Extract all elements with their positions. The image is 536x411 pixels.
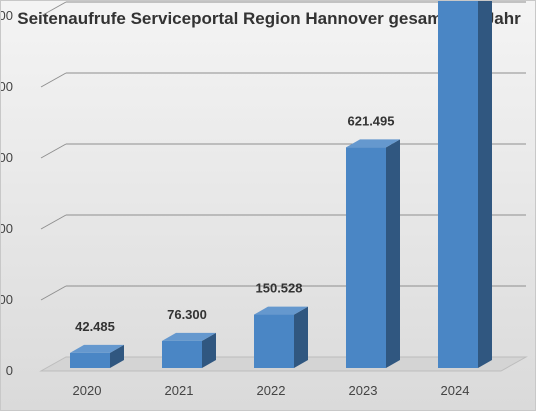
bar-top xyxy=(70,344,124,353)
y-tick-label: 1.000.000 xyxy=(1,8,13,23)
data-label: 76.300 xyxy=(167,307,207,322)
bar xyxy=(70,352,110,368)
bar-side xyxy=(478,1,492,368)
y-tick-label: 600.000 xyxy=(1,150,13,165)
data-label: 150.528 xyxy=(256,281,303,296)
y-tick-label: 200.000 xyxy=(1,292,13,307)
bar xyxy=(346,147,386,368)
bar-side xyxy=(386,139,400,368)
gridline-side xyxy=(40,143,67,159)
bar-top xyxy=(346,139,400,148)
x-tick-label: 2021 xyxy=(165,383,194,398)
x-tick-label: 2022 xyxy=(257,383,286,398)
bar-side xyxy=(110,344,124,368)
bar xyxy=(438,1,478,369)
data-label: 621.495 xyxy=(348,113,395,128)
y-tick-label: 400.000 xyxy=(1,221,13,236)
gridline-side xyxy=(40,1,67,17)
data-label: 42.485 xyxy=(75,319,115,334)
bar-side xyxy=(294,306,308,368)
y-tick-label: 0 xyxy=(6,363,13,378)
chart-title: Seitenaufrufe Serviceportal Region Hanno… xyxy=(17,9,521,28)
x-tick-label: 2020 xyxy=(73,383,102,398)
bar-side xyxy=(202,332,216,368)
bar-top xyxy=(162,332,216,341)
y-tick-label: 800.000 xyxy=(1,79,13,94)
bar xyxy=(162,340,202,368)
bar-top xyxy=(254,306,308,315)
gridline-side xyxy=(40,72,67,88)
x-tick-label: 2023 xyxy=(349,383,378,398)
gridline-side xyxy=(40,285,67,301)
gridline-side xyxy=(40,214,67,230)
bar xyxy=(254,314,294,368)
x-tick-label: 2024 xyxy=(441,383,470,398)
